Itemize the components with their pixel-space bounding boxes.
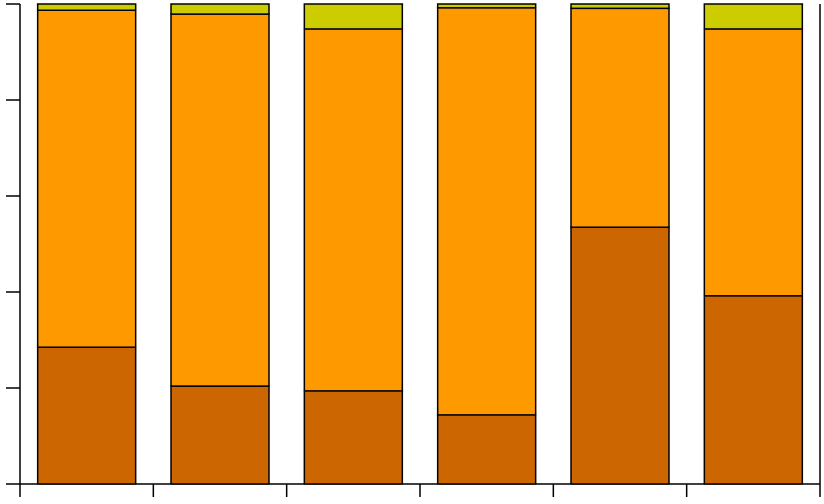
bar-segment (303, 390, 404, 485)
bar-segment (303, 3, 404, 30)
bar-segment (170, 385, 270, 485)
bar-segment (303, 28, 404, 392)
bar-segment (170, 3, 270, 15)
bar-segment (436, 414, 537, 485)
bar-segment (436, 3, 537, 9)
bar-segment (570, 7, 670, 228)
bar-segment (703, 295, 804, 485)
bar-segment (36, 9, 137, 348)
bar-segment (703, 3, 804, 30)
bar-segment (703, 28, 804, 297)
bar-segment (170, 13, 270, 387)
bar-segment (36, 3, 137, 11)
bar-segment (436, 7, 537, 416)
bar-segment (36, 346, 137, 485)
bar-segment (570, 226, 670, 485)
bar-segment (570, 3, 670, 10)
